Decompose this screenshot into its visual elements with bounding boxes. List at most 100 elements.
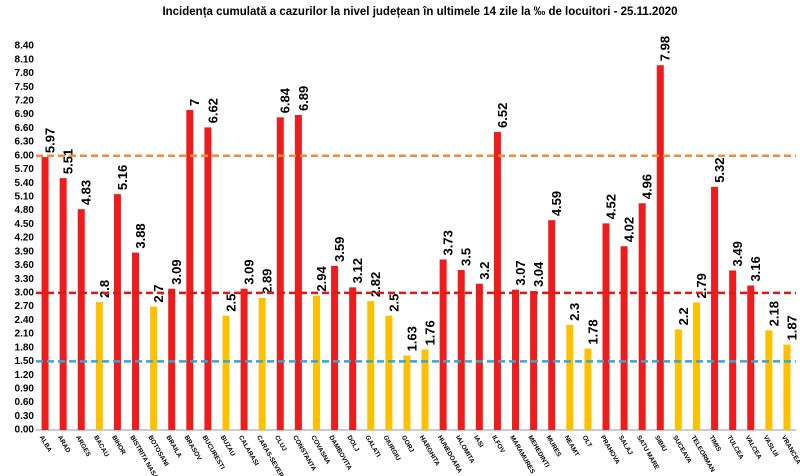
- value-label: 7: [187, 99, 202, 106]
- y-tick-label: 1.20: [15, 370, 35, 381]
- bar: [439, 259, 447, 430]
- bar: [475, 283, 483, 430]
- bar: [765, 330, 773, 430]
- x-tick-label: SUCEAVA: [671, 434, 693, 464]
- y-tick-label: 8.10: [15, 54, 35, 65]
- x-tick-label: CLUJ: [273, 434, 288, 453]
- y-tick-label: 5.70: [15, 164, 35, 175]
- value-label: 5.51: [61, 149, 76, 174]
- y-tick-label: 1.80: [15, 342, 35, 353]
- bar: [204, 127, 212, 430]
- y-tick-label: 6.00: [15, 150, 35, 161]
- value-label: 3.09: [169, 259, 184, 284]
- x-tick-label: MURES: [544, 434, 562, 458]
- bar: [674, 329, 682, 430]
- value-label: 2.5: [223, 294, 238, 312]
- value-label: 2.5: [386, 294, 401, 312]
- y-tick-label: 4.80: [15, 205, 35, 216]
- y-tick-label: 8.40: [15, 41, 35, 52]
- bar: [240, 288, 248, 430]
- bar: [421, 349, 429, 430]
- bar: [512, 289, 520, 430]
- value-label: 3.5: [459, 248, 474, 266]
- value-label: 5.32: [712, 157, 727, 182]
- value-label: 3.49: [730, 241, 745, 266]
- bar: [656, 65, 664, 430]
- x-tick-label: ARAD: [56, 434, 72, 454]
- value-label: 5.97: [42, 128, 57, 153]
- x-tick-label: TULCEA: [725, 434, 744, 461]
- value-label: 2.3: [567, 303, 582, 321]
- bar: [312, 295, 320, 430]
- value-label: 3.73: [441, 230, 456, 255]
- y-tick-label: 1.50: [15, 356, 35, 367]
- y-tick-label: 6.60: [15, 123, 35, 134]
- bar: [41, 157, 49, 431]
- bar: [331, 265, 339, 430]
- bar: [729, 270, 737, 430]
- value-label: 4.59: [549, 191, 564, 216]
- value-label: 1.63: [404, 326, 419, 351]
- value-label: 3.07: [513, 260, 528, 285]
- x-tick-label: IASI: [472, 434, 484, 449]
- value-label: 1.76: [422, 320, 437, 345]
- y-tick-label: 5.10: [15, 191, 35, 202]
- bar: [783, 344, 791, 430]
- value-label: 4.52: [603, 194, 618, 219]
- y-tick-label: 0.30: [15, 411, 35, 422]
- bar: [349, 287, 357, 430]
- x-tick-label: BIHOR: [110, 434, 127, 456]
- bar: [747, 285, 755, 430]
- x-tick-label: TIMIS: [707, 434, 722, 453]
- y-tick-label: 4.20: [15, 233, 35, 244]
- bar: [711, 186, 719, 430]
- x-tick-label: VASLUI: [762, 434, 780, 458]
- x-tick-label: VALCEA: [744, 434, 763, 460]
- x-tick-label: ARGES: [74, 434, 92, 458]
- x-tick-label: GORJ: [400, 434, 415, 454]
- value-label: 2.8: [97, 280, 112, 298]
- bar: [95, 302, 103, 430]
- value-label: 6.84: [278, 87, 293, 113]
- y-tick-label: 2.10: [15, 329, 35, 340]
- x-tick-label: BACAU: [92, 434, 110, 458]
- x-tick-label: ILFOV: [490, 434, 506, 455]
- y-tick-label: 3.90: [15, 246, 35, 257]
- bar: [258, 297, 266, 430]
- y-tick-label: 0.90: [15, 383, 35, 394]
- y-tick-label: 2.40: [15, 315, 35, 326]
- y-tick-label: 7.80: [15, 68, 35, 79]
- value-label: 2.89: [260, 269, 275, 294]
- bar: [113, 194, 121, 430]
- bar: [132, 252, 140, 430]
- value-label: 1.78: [585, 319, 600, 344]
- bar: [638, 203, 646, 430]
- x-tick-label: BRASOV: [183, 434, 203, 462]
- y-tick-label: 3.30: [15, 274, 35, 285]
- y-tick-label: 2.70: [15, 301, 35, 312]
- value-label: 6.62: [205, 98, 220, 123]
- y-tick-label: 3.60: [15, 260, 35, 271]
- bar: [77, 209, 85, 430]
- chart-title: Incidența cumulată a cazurilor la nivel …: [162, 6, 677, 18]
- bar: [385, 315, 393, 430]
- bar: [548, 220, 556, 430]
- y-tick-label: 3.00: [15, 287, 35, 298]
- y-tick-label: 4.50: [15, 219, 35, 230]
- value-label: 2.18: [766, 301, 781, 326]
- value-label: 3.59: [332, 237, 347, 262]
- value-label: 4.02: [622, 217, 637, 242]
- value-label: 3.88: [133, 223, 148, 248]
- value-label: 4.96: [640, 174, 655, 199]
- y-tick-label: 0.60: [15, 397, 35, 408]
- value-label: 4.83: [79, 180, 94, 205]
- bar: [276, 117, 284, 431]
- y-tick-label: 6.90: [15, 109, 35, 120]
- value-label: 6.52: [495, 103, 510, 128]
- value-label: 2.79: [694, 273, 709, 298]
- y-tick-label: 5.40: [15, 178, 35, 189]
- bar: [367, 301, 375, 430]
- bar: [602, 223, 610, 430]
- value-label: 3.04: [531, 261, 546, 287]
